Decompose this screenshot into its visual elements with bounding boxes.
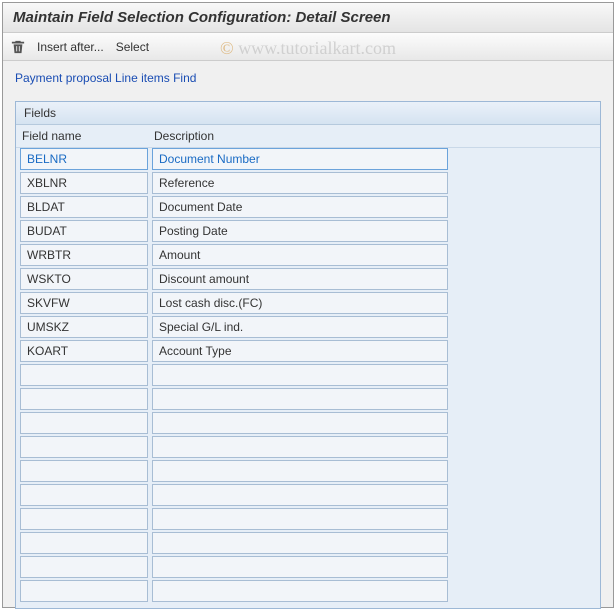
table-row[interactable] <box>20 532 596 554</box>
insert-after-button[interactable]: Insert after... <box>37 40 104 54</box>
table-row[interactable]: SKVFWLost cash disc.(FC) <box>20 292 596 314</box>
table-row[interactable] <box>20 508 596 530</box>
field-desc-cell[interactable]: Document Date <box>152 196 448 218</box>
table-row[interactable]: KOARTAccount Type <box>20 340 596 362</box>
field-desc-cell[interactable] <box>152 484 448 506</box>
select-button[interactable]: Select <box>116 40 149 54</box>
table-row[interactable] <box>20 484 596 506</box>
trash-icon <box>11 40 25 54</box>
field-name-cell[interactable]: BLDAT <box>20 196 148 218</box>
field-desc-cell[interactable]: Posting Date <box>152 220 448 242</box>
page-title: Maintain Field Selection Configuration: … <box>13 9 391 26</box>
table-row[interactable]: XBLNRReference <box>20 172 596 194</box>
field-desc-cell[interactable]: Reference <box>152 172 448 194</box>
field-name-cell[interactable] <box>20 508 148 530</box>
field-desc-cell[interactable]: Special G/L ind. <box>152 316 448 338</box>
field-name-cell[interactable]: XBLNR <box>20 172 148 194</box>
field-name-cell[interactable] <box>20 364 148 386</box>
title-bar: Maintain Field Selection Configuration: … <box>3 3 613 33</box>
table-row[interactable] <box>20 388 596 410</box>
field-name-cell[interactable]: WRBTR <box>20 244 148 266</box>
field-name-cell[interactable] <box>20 484 148 506</box>
breadcrumb: Payment proposal Line items Find <box>3 61 613 95</box>
field-name-cell[interactable] <box>20 460 148 482</box>
field-name-cell[interactable]: KOART <box>20 340 148 362</box>
field-name-cell[interactable]: UMSKZ <box>20 316 148 338</box>
field-name-cell[interactable] <box>20 412 148 434</box>
field-desc-cell[interactable]: Lost cash disc.(FC) <box>152 292 448 314</box>
table-row[interactable]: BLDATDocument Date <box>20 196 596 218</box>
table-row[interactable] <box>20 436 596 458</box>
table-row[interactable] <box>20 556 596 578</box>
table-row[interactable]: BUDATPosting Date <box>20 220 596 242</box>
col-header-name: Field name <box>22 129 154 143</box>
table-row[interactable]: WRBTRAmount <box>20 244 596 266</box>
panel-header: Fields <box>16 102 600 125</box>
breadcrumb-text[interactable]: Payment proposal Line items Find <box>15 71 196 85</box>
field-desc-cell[interactable] <box>152 436 448 458</box>
field-name-cell[interactable] <box>20 580 148 602</box>
column-headers: Field name Description <box>16 125 600 148</box>
field-desc-cell[interactable] <box>152 388 448 410</box>
field-name-cell[interactable] <box>20 532 148 554</box>
app-window: Maintain Field Selection Configuration: … <box>2 2 614 608</box>
table-row[interactable]: BELNRDocument Number <box>20 148 596 170</box>
field-desc-cell[interactable] <box>152 364 448 386</box>
field-name-cell[interactable]: BELNR <box>20 148 148 170</box>
table-row[interactable]: UMSKZSpecial G/L ind. <box>20 316 596 338</box>
toolbar: Insert after... Select <box>3 33 613 61</box>
field-name-cell[interactable]: BUDAT <box>20 220 148 242</box>
field-name-cell[interactable]: WSKTO <box>20 268 148 290</box>
table-row[interactable] <box>20 364 596 386</box>
field-desc-cell[interactable] <box>152 460 448 482</box>
field-desc-cell[interactable] <box>152 556 448 578</box>
rows-container: BELNRDocument NumberXBLNRReferenceBLDATD… <box>16 148 600 608</box>
field-desc-cell[interactable] <box>152 508 448 530</box>
field-desc-cell[interactable] <box>152 412 448 434</box>
field-desc-cell[interactable] <box>152 532 448 554</box>
field-desc-cell[interactable]: Account Type <box>152 340 448 362</box>
delete-button[interactable] <box>11 40 25 54</box>
col-header-desc: Description <box>154 129 594 143</box>
table-row[interactable] <box>20 412 596 434</box>
table-row[interactable] <box>20 460 596 482</box>
field-name-cell[interactable] <box>20 436 148 458</box>
field-desc-cell[interactable]: Amount <box>152 244 448 266</box>
field-name-cell[interactable] <box>20 388 148 410</box>
field-name-cell[interactable]: SKVFW <box>20 292 148 314</box>
field-desc-cell[interactable]: Discount amount <box>152 268 448 290</box>
table-row[interactable]: WSKTODiscount amount <box>20 268 596 290</box>
table-row[interactable] <box>20 580 596 602</box>
field-desc-cell[interactable] <box>152 580 448 602</box>
field-name-cell[interactable] <box>20 556 148 578</box>
fields-panel: Fields Field name Description BELNRDocum… <box>15 101 601 609</box>
field-desc-cell[interactable]: Document Number <box>152 148 448 170</box>
